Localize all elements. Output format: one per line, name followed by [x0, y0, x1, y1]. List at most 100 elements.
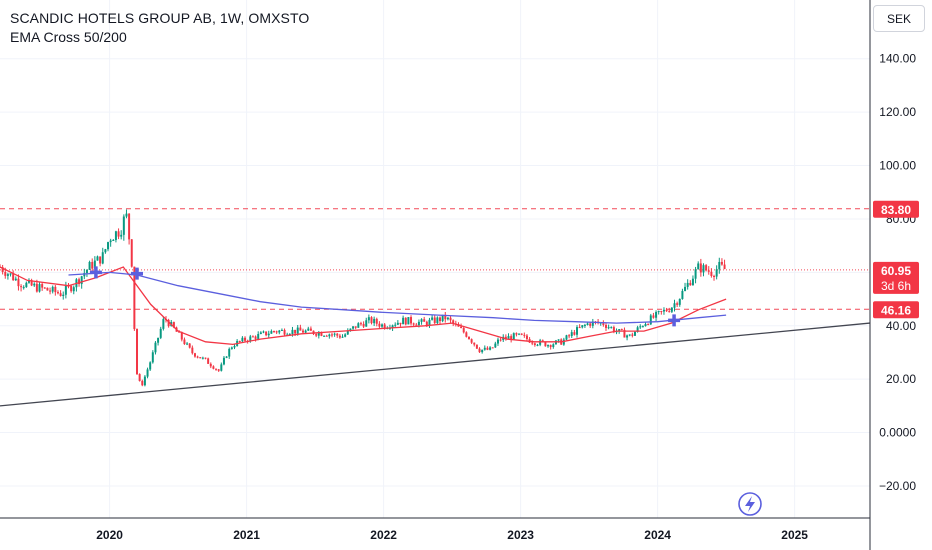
candle-body [96, 256, 99, 261]
candle-body [441, 314, 444, 322]
candle-body [91, 261, 94, 269]
candle-body [212, 366, 215, 369]
time-axis[interactable]: 2020 2021 2022 2023 2024 2025 [96, 528, 808, 542]
candle-body [378, 323, 381, 327]
price-label-box [873, 200, 919, 218]
candle-body [85, 269, 88, 274]
candle-body [491, 347, 494, 349]
y-tick-label: 40.00 [886, 319, 916, 333]
candle-body [149, 362, 152, 370]
candle-body [59, 293, 62, 297]
ema-line [0, 266, 727, 346]
candle-body [720, 261, 723, 265]
candle-body [193, 353, 196, 357]
candle-body [101, 252, 104, 264]
candle-body [133, 266, 136, 330]
candle-body [17, 278, 20, 287]
candle-body [109, 240, 112, 243]
candle-body [196, 356, 199, 358]
candle-body [178, 331, 181, 333]
candle-body [128, 213, 131, 240]
candle-body [291, 329, 294, 335]
candle-body [70, 285, 73, 292]
candle-body [583, 324, 586, 326]
candle-body [531, 342, 534, 344]
candle-body [402, 317, 405, 325]
candle-body [449, 317, 452, 321]
candle-body [141, 380, 144, 386]
candle-body [41, 284, 44, 288]
candle-body [465, 332, 468, 337]
candle-body [678, 298, 681, 305]
candle-body [489, 347, 492, 350]
candle-body [93, 260, 96, 269]
candle-body [641, 326, 644, 328]
candle-body [407, 317, 410, 325]
candle-body [460, 326, 463, 329]
candle-body [151, 352, 154, 363]
candle-body [710, 271, 713, 276]
candle-body [254, 336, 257, 339]
candle-body [586, 323, 589, 325]
y-tick-label: 120.00 [879, 105, 916, 119]
candle-body [620, 329, 623, 331]
candle-body [257, 333, 260, 339]
candle-body [568, 335, 571, 337]
y-tick-label: 100.00 [879, 159, 916, 173]
support-trendline[interactable] [0, 322, 871, 407]
symbol-title[interactable]: SCANDIC HOTELS GROUP AB, 1W, OMXSTO [10, 10, 310, 26]
candle-body [639, 326, 642, 328]
candle-body [25, 282, 28, 288]
candle-body [512, 333, 515, 340]
candle-body [114, 231, 117, 240]
candle-body [191, 347, 194, 354]
candle-body [525, 335, 528, 340]
y-tick-label: 0.0000 [879, 426, 916, 440]
candle-body [615, 331, 618, 333]
candle-body [673, 303, 676, 308]
candle-body [143, 376, 146, 386]
x-tick-label: 2024 [644, 528, 671, 542]
y-tick-label: 140.00 [879, 52, 916, 66]
candle-body [668, 311, 671, 313]
candle-body [573, 332, 576, 335]
candle-body [1, 267, 4, 272]
grid-lines [0, 0, 870, 518]
candle-body [412, 323, 415, 325]
x-tick-label: 2023 [507, 528, 534, 542]
candle-body [578, 327, 581, 329]
study-label[interactable]: EMA Cross 50/200 [10, 29, 127, 45]
candle-body [22, 287, 25, 289]
price-label-value: 46.16 [881, 303, 911, 317]
candle-body [631, 334, 634, 336]
candle-body [217, 369, 220, 371]
candle-body [539, 340, 542, 345]
candle-body [278, 330, 281, 333]
candle-body [504, 336, 507, 339]
candle-body [270, 331, 273, 334]
cross-marker [668, 314, 681, 327]
candle-body [689, 282, 692, 286]
x-tick-label: 2021 [233, 528, 260, 542]
candle-body [317, 332, 320, 336]
candle-body [62, 294, 65, 297]
cross-marker [89, 266, 102, 279]
candle-body [636, 327, 639, 332]
candle-body [481, 349, 484, 353]
candle-body [618, 329, 621, 332]
candle-body [362, 323, 365, 327]
currency-button[interactable]: SEK [873, 5, 925, 32]
candle-body [681, 290, 684, 299]
candle-body [220, 364, 223, 371]
price-axis[interactable]: −20.000.000020.0040.0060.0080.00100.0012… [879, 52, 916, 493]
candle-body [533, 343, 536, 346]
candle-body [307, 328, 310, 331]
candle-body [244, 337, 247, 341]
candle-body [4, 271, 7, 276]
candle-body [122, 216, 125, 235]
candle-body [357, 323, 360, 328]
candle-body [370, 317, 373, 324]
candle-body [51, 286, 54, 292]
lightning-icon[interactable] [738, 492, 762, 516]
